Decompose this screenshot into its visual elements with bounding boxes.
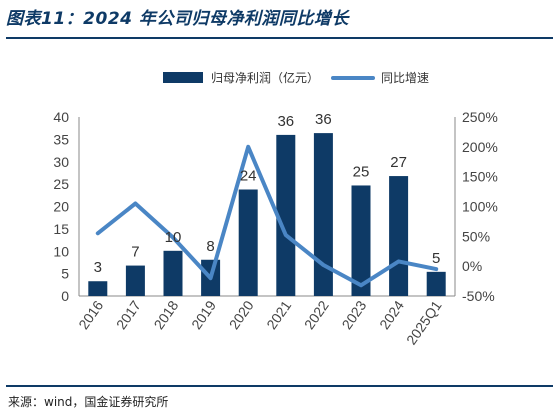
bar-data-label: 24 xyxy=(240,167,257,184)
bar xyxy=(163,250,183,296)
bar xyxy=(313,133,333,296)
bar-data-label: 27 xyxy=(390,154,407,171)
title-rule xyxy=(6,37,553,39)
footer-rule xyxy=(6,385,553,387)
chart: 归母净利润（亿元） 同比增速0510152025303540-50%0%50%10… xyxy=(53,70,498,348)
x-tick-label: 2023 xyxy=(338,297,369,332)
y-right-tick-label: 100% xyxy=(462,199,498,215)
bar xyxy=(125,265,145,296)
y-right-tick-label: -50% xyxy=(462,288,495,304)
bar xyxy=(276,134,296,296)
y-left-tick-label: 40 xyxy=(53,109,69,125)
x-tick-label: 2019 xyxy=(188,297,219,332)
growth-line xyxy=(95,144,439,288)
y-left-tick-label: 25 xyxy=(53,176,69,192)
bar xyxy=(238,189,258,296)
x-tick-label: 2016 xyxy=(75,297,106,332)
y-left-tick-label: 15 xyxy=(53,221,69,237)
y-right-tick-label: 200% xyxy=(462,139,498,155)
y-right-tick-label: 250% xyxy=(462,109,498,125)
x-tick-label: 2017 xyxy=(113,297,144,332)
y-left-tick-label: 20 xyxy=(53,199,69,215)
y-right-tick-label: 50% xyxy=(462,228,490,244)
bar-data-label: 8 xyxy=(206,238,214,255)
y-right-tick-label: 150% xyxy=(462,169,498,185)
legend-label-line: 同比增速 xyxy=(381,71,429,85)
bar xyxy=(426,271,446,296)
source-note: 来源：wind，国金证券研究所 xyxy=(8,395,169,409)
x-tick-label: 2021 xyxy=(263,297,294,332)
bar xyxy=(88,281,108,296)
bar-data-label: 10 xyxy=(165,229,182,246)
y-left-tick-label: 30 xyxy=(53,154,69,170)
bar-data-label: 5 xyxy=(432,250,440,267)
bar-data-label: 36 xyxy=(315,111,332,128)
y-right-tick-label: 0% xyxy=(462,258,482,274)
bar-data-label: 7 xyxy=(131,244,139,261)
legend-swatch-bar xyxy=(163,72,203,83)
y-left-tick-label: 0 xyxy=(61,288,69,304)
y-left-tick-label: 10 xyxy=(53,243,69,259)
bar-data-label: 3 xyxy=(94,259,102,276)
bar-data-label: 36 xyxy=(277,113,294,130)
x-tick-label: 2018 xyxy=(150,297,181,332)
bar-data-label: 25 xyxy=(353,163,370,180)
y-left-tick-label: 35 xyxy=(53,131,69,147)
chart-title: 图表11：2024 年公司归母净利润同比增长 xyxy=(6,9,349,29)
x-tick-label: 2024 xyxy=(376,297,407,332)
bar xyxy=(389,176,409,296)
legend-label-bar: 归母净利润（亿元） xyxy=(211,70,319,85)
bar xyxy=(351,185,371,296)
x-tick-label: 2020 xyxy=(226,297,257,332)
x-tick-label: 2022 xyxy=(301,297,332,332)
x-tick-label: 2025Q1 xyxy=(403,297,445,347)
y-left-tick-label: 5 xyxy=(61,266,69,282)
